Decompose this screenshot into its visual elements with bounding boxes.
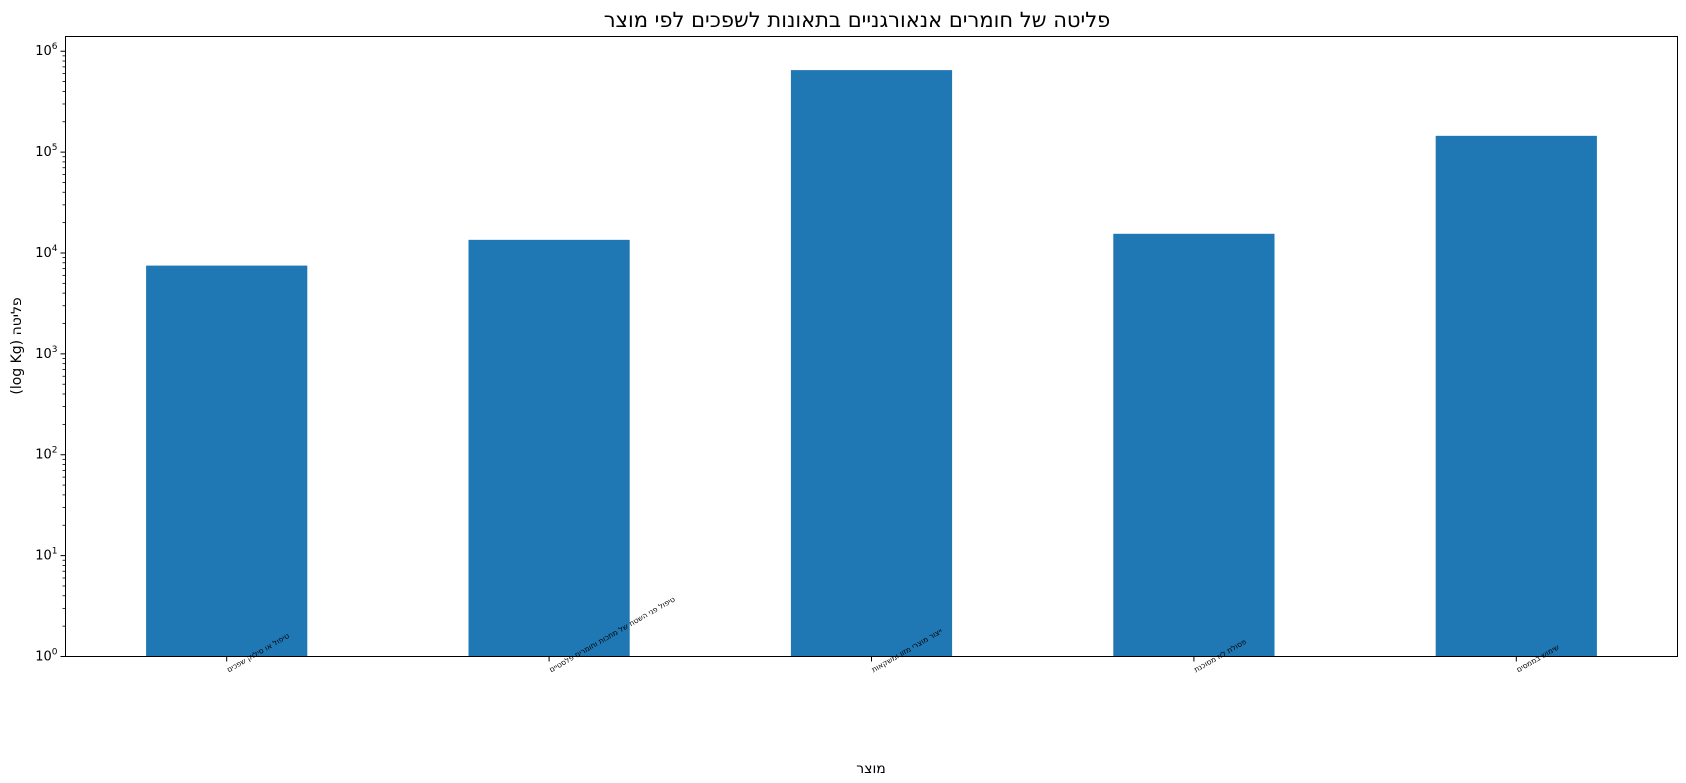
y-tick-label: 102 xyxy=(35,446,57,463)
y-tick-label: 101 xyxy=(35,547,57,564)
y-axis: 100 101 102 103 104 105 106 xyxy=(35,42,66,665)
bar-3 xyxy=(790,70,953,657)
y-tick-label: 106 xyxy=(35,42,58,59)
bar-1 xyxy=(146,265,308,657)
y-tick-label: 105 xyxy=(35,143,57,160)
y-tick-label: 104 xyxy=(35,244,58,261)
y-tick-label: 100 xyxy=(35,648,58,665)
bar-4 xyxy=(1113,233,1275,657)
bar-2 xyxy=(468,239,630,657)
x-axis-label: מוצר xyxy=(856,761,886,777)
bars xyxy=(146,70,1597,657)
bar-5 xyxy=(1435,135,1597,657)
plot-area-frame xyxy=(65,36,1678,657)
chart-title: פליטה של חומרים אנאורגניים בתאונות לשפכי… xyxy=(604,8,1111,32)
y-axis-label: פליטה (log Kg) xyxy=(9,297,25,394)
y-tick-label: 103 xyxy=(35,345,57,362)
